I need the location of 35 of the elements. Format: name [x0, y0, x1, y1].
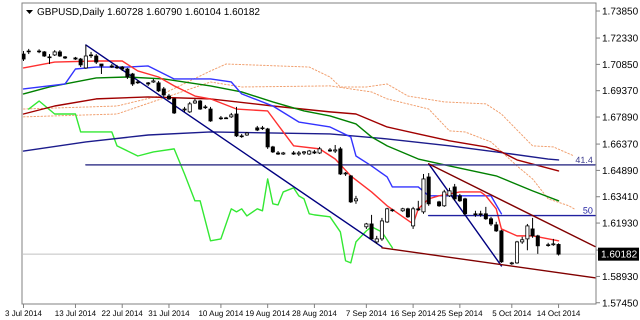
candlestick — [208, 106, 213, 122]
y-tick-label: 1.64890 — [602, 166, 639, 177]
series-label: 41.4 — [575, 154, 593, 165]
line-series — [28, 100, 394, 264]
x-tick-label: 25 Sep 2014 — [437, 309, 484, 318]
candlestick — [47, 54, 52, 65]
candlestick — [22, 50, 26, 62]
x-tick-label: 10 Aug 2014 — [198, 309, 244, 318]
x-tick-label: 13 Jul 2014 — [54, 309, 97, 318]
y-tick-label: 1.58930 — [602, 272, 639, 283]
x-tick-label: 19 Aug 2014 — [245, 309, 291, 318]
ref-line-label: 1.60182 — [601, 250, 638, 261]
line-series — [22, 131, 560, 161]
x-tick-label: 31 Jul 2014 — [148, 309, 190, 318]
y-tick-label: 1.69370 — [602, 86, 639, 98]
y-tick-label: 1.66370 — [602, 140, 639, 151]
series-label: 50 — [582, 206, 593, 216]
y-tick-label: 1.63410 — [602, 192, 639, 204]
candlestick — [99, 64, 104, 74]
line-series — [22, 65, 502, 215]
y-tick-label: 1.73850 — [602, 6, 639, 18]
x-tick-label: 7 Sep 2014 — [346, 309, 388, 318]
y-tick-label: 1.70850 — [602, 60, 639, 71]
chart-title: GBPUSD,Daily 1.60728 1.60790 1.60104 1.60182 — [37, 7, 260, 18]
y-tick-label: 1.57450 — [602, 298, 639, 310]
y-tick-label: 1.72330 — [602, 34, 639, 45]
x-tick-label: 28 Aug 2014 — [292, 309, 338, 318]
x-tick-label: 14 Oct 2014 — [536, 309, 581, 318]
line-series — [22, 96, 560, 172]
x-tick-label: 16 Sep 2014 — [390, 309, 436, 318]
x-tick-label: 5 Oct 2014 — [492, 309, 532, 318]
y-tick-label: 1.67890 — [602, 112, 639, 124]
y-tick-label: 1.61930 — [602, 218, 639, 230]
x-tick-label: 3 Jul 2014 — [5, 309, 43, 318]
x-tick-label: 22 Jul 2014 — [102, 309, 144, 318]
